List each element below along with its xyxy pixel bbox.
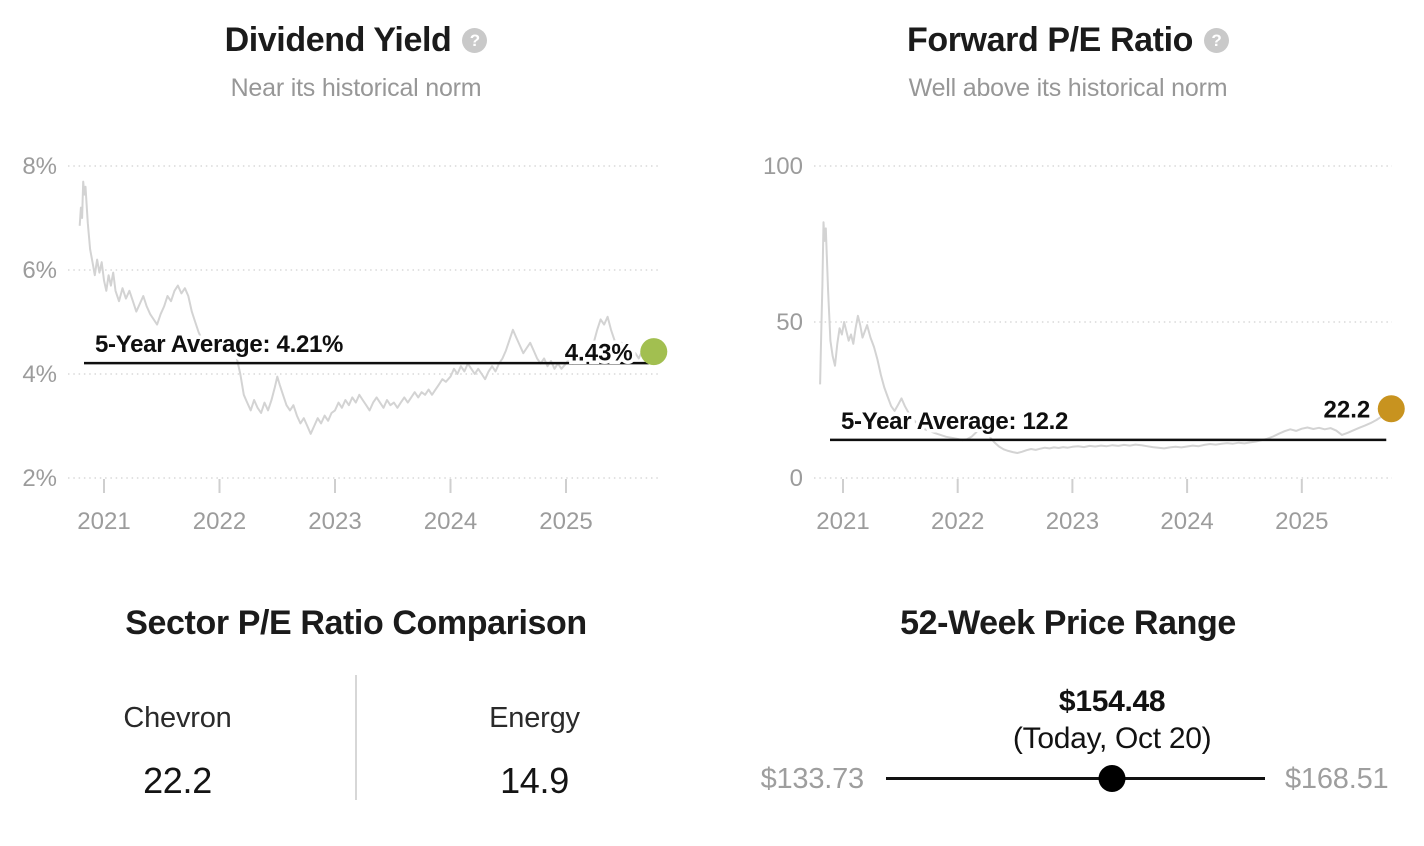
- comparison-value: 14.9: [500, 760, 569, 801]
- price-range-dot[interactable]: [1098, 765, 1126, 792]
- dividend-yield-subtitle: Near its historical norm: [230, 74, 482, 102]
- y-axis-label: 8%: [22, 153, 57, 180]
- comparison-value: 22.2: [143, 760, 212, 801]
- y-axis-label: 0: [790, 465, 803, 492]
- average-label: 5-Year Average: 4.21%: [95, 331, 343, 358]
- comparison-label: Energy: [489, 702, 580, 734]
- x-axis-label: 2022: [193, 508, 246, 535]
- price-range-area: $154.48 (Today, Oct 20) $133.73 $168.51: [712, 643, 1424, 803]
- x-axis-label: 2023: [1046, 508, 1099, 535]
- forward-pe-header: Forward P/E Ratio ? Well above its histo…: [712, 0, 1424, 103]
- comparison-cell-chevron: Chevron 22.2: [0, 675, 355, 803]
- x-axis-label: 2023: [308, 508, 361, 535]
- y-axis-label: 100: [763, 153, 803, 180]
- y-axis-label: 50: [776, 309, 803, 336]
- price-range-title: 52-Week Price Range: [900, 604, 1236, 642]
- price-range-panel: 52-Week Price Range $154.48 (Today, Oct …: [712, 595, 1424, 846]
- vertical-divider: [355, 675, 357, 800]
- x-axis-label: 2021: [77, 508, 130, 535]
- latest-value-dot: [640, 338, 668, 366]
- price-range-low: $133.73: [760, 763, 865, 795]
- y-axis-label: 6%: [22, 257, 57, 284]
- help-icon[interactable]: ?: [1204, 27, 1230, 53]
- comparison-cell-energy: Energy 14.9: [357, 675, 712, 803]
- x-axis-label: 2025: [1275, 508, 1328, 535]
- dividend-yield-header: Dividend Yield ? Near its historical nor…: [0, 0, 712, 103]
- series-line: [819, 221, 1392, 454]
- chart-forward_pe: 100 50 0 2021 2022 2023 2024 2025 5-Year Average…: [763, 153, 1405, 535]
- price-range-high: $168.51: [1285, 763, 1389, 795]
- forward-pe-subtitle: Well above its historical norm: [908, 74, 1228, 102]
- price-range-track: [886, 765, 1265, 792]
- y-axis-label: 4%: [22, 361, 57, 388]
- y-axis-label: 2%: [22, 465, 57, 492]
- x-axis-label: 2024: [424, 508, 477, 535]
- series-line: [78, 180, 655, 435]
- forward-pe-title: Forward P/E Ratio: [906, 21, 1194, 59]
- x-axis-label: 2024: [1160, 508, 1213, 535]
- latest-value-label: 4.43%: [565, 340, 633, 367]
- chart-dividend_yield: 8% 6% 4% 2% 2021 2022 2023 2024 2025 5-Year Avera…: [22, 153, 668, 535]
- x-axis-label: 2022: [931, 508, 984, 535]
- x-axis-label: 2025: [539, 508, 592, 535]
- current-price: $154.48: [1058, 685, 1166, 718]
- latest-value-dot: [1377, 395, 1405, 423]
- average-label: 5-Year Average: 12.2: [841, 408, 1068, 435]
- dividend-yield-title: Dividend Yield: [224, 21, 452, 59]
- latest-value-label: 22.2: [1324, 397, 1371, 424]
- sector-pe-comparison-row: Chevron 22.2 Energy 14.9: [0, 675, 712, 803]
- current-price-date: (Today, Oct 20): [1012, 722, 1212, 755]
- help-icon[interactable]: ?: [462, 27, 488, 53]
- current-price-block: $154.48 (Today, Oct 20): [1012, 683, 1212, 757]
- sector-pe-comparison-panel: Sector P/E Ratio Comparison Chevron 22.2…: [0, 595, 712, 846]
- sector-pe-comparison-title: Sector P/E Ratio Comparison: [125, 604, 587, 642]
- comparison-label: Chevron: [123, 702, 232, 734]
- x-axis-label: 2021: [816, 508, 869, 535]
